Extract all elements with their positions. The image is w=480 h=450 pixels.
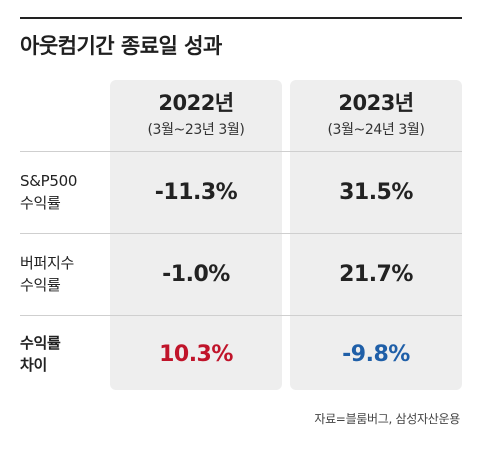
value-cell-difference-2023: -9.8% bbox=[342, 342, 410, 367]
column-background-2023 bbox=[290, 80, 462, 390]
chart-title: 아웃컴기간 종료일 성과 bbox=[20, 34, 222, 58]
column-background-2022 bbox=[110, 80, 282, 390]
row-label-return-difference: 수익률 차이 bbox=[20, 332, 108, 376]
row-label-line: 수익률 bbox=[20, 194, 61, 212]
column-header-2022: 2022년 (3월~23년 3월) bbox=[110, 88, 282, 140]
row-label-line: S&P500 bbox=[20, 172, 78, 190]
value-cell-sp500-2022: -11.3% bbox=[154, 180, 238, 205]
top-rule bbox=[20, 17, 462, 19]
column-year-label: 2023년 bbox=[338, 91, 414, 115]
row-label-line: 수익률 bbox=[20, 276, 61, 294]
row-divider bbox=[20, 233, 462, 234]
row-label-line: 수익률 bbox=[20, 334, 61, 352]
column-period-label: (3월~24년 3월) bbox=[327, 122, 425, 138]
value-cell-sp500-2023: 31.5% bbox=[339, 180, 413, 205]
row-label-line: 차이 bbox=[20, 356, 48, 374]
value-cell-difference-2022: 10.3% bbox=[159, 342, 233, 367]
row-label-buffer-index-return: 버퍼지수 수익률 bbox=[20, 252, 108, 296]
column-period-label: (3월~23년 3월) bbox=[147, 122, 245, 138]
row-divider bbox=[20, 151, 462, 152]
row-divider bbox=[20, 315, 462, 316]
source-note: 자료=블룸버그, 삼성자산운용 bbox=[314, 412, 460, 426]
row-label-line: 버퍼지수 bbox=[20, 254, 75, 272]
value-cell-buffer-2022: -1.0% bbox=[162, 262, 230, 287]
row-label-sp500-return: S&P500 수익률 bbox=[20, 170, 108, 214]
column-year-label: 2022년 bbox=[158, 91, 234, 115]
column-header-2023: 2023년 (3월~24년 3월) bbox=[290, 88, 462, 140]
value-cell-buffer-2023: 21.7% bbox=[339, 262, 413, 287]
